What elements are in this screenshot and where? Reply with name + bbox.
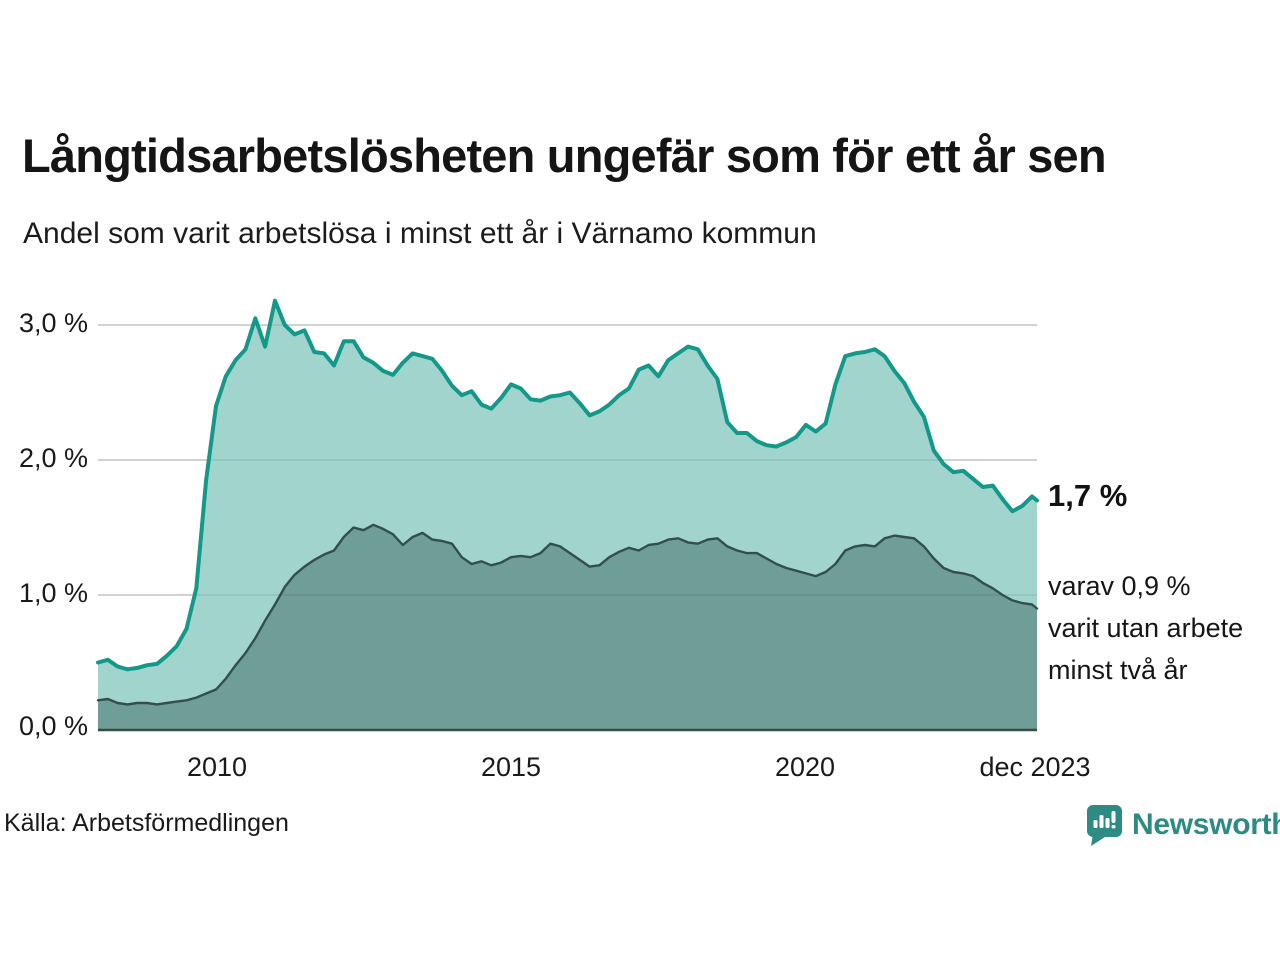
x-axis-tick-label: dec 2023 xyxy=(979,752,1091,782)
annotation-line: varav 0,9 % xyxy=(1048,571,1191,601)
x-axis-tick-label: 2020 xyxy=(774,752,836,782)
source-attribution: Källa: Arbetsförmedlingen xyxy=(4,809,289,837)
annotation-line: varit utan arbete xyxy=(1048,612,1244,643)
page-title: Långtidsarbetslösheten ungefär som för e… xyxy=(22,129,1107,182)
page-subtitle: Andel som varit arbetslösa i minst ett å… xyxy=(23,217,817,250)
two-year-annotation: varav 0,9 % varit utan arbete minst två … xyxy=(1048,566,1243,692)
annotation-line: minst två år xyxy=(1048,654,1188,685)
newsworthy-wordmark: Newsworthy xyxy=(1132,808,1280,841)
y-axis-tick-label: 1,0 % xyxy=(18,578,88,608)
latest-value-annotation: 1,7 % xyxy=(1048,478,1128,513)
x-axis-tick-label: 2015 xyxy=(480,752,542,782)
y-axis-tick-label: 2,0 % xyxy=(18,443,88,473)
newsworthy-logo-icon xyxy=(1087,805,1122,846)
y-axis-tick-label: 0,0 % xyxy=(18,711,88,741)
newsworthy-logo: Newsworthy xyxy=(1084,803,1280,847)
x-axis-tick-label: 2010 xyxy=(186,752,248,782)
y-axis-tick-label: 3,0 % xyxy=(18,308,88,338)
